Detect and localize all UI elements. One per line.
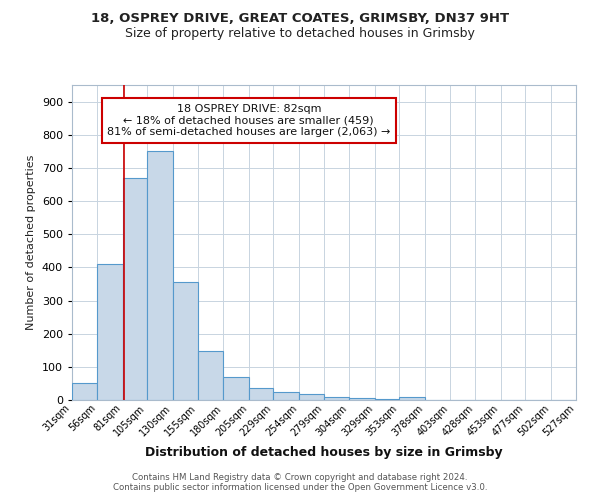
Bar	[249, 388, 273, 400]
Text: Contains HM Land Registry data © Crown copyright and database right 2024.
Contai: Contains HM Land Registry data © Crown c…	[113, 473, 487, 492]
Bar	[173, 282, 198, 400]
Bar	[198, 351, 223, 400]
Bar	[223, 377, 249, 400]
Bar	[97, 264, 123, 400]
Bar	[72, 384, 97, 400]
Bar	[375, 398, 399, 400]
Bar	[349, 398, 375, 400]
Bar	[123, 178, 147, 400]
Y-axis label: Number of detached properties: Number of detached properties	[26, 155, 36, 330]
Text: Size of property relative to detached houses in Grimsby: Size of property relative to detached ho…	[125, 28, 475, 40]
Bar	[399, 398, 425, 400]
Bar	[299, 394, 324, 400]
Bar	[147, 152, 173, 400]
X-axis label: Distribution of detached houses by size in Grimsby: Distribution of detached houses by size …	[145, 446, 503, 459]
Text: 18, OSPREY DRIVE, GREAT COATES, GRIMSBY, DN37 9HT: 18, OSPREY DRIVE, GREAT COATES, GRIMSBY,…	[91, 12, 509, 26]
Bar	[324, 396, 349, 400]
Text: 18 OSPREY DRIVE: 82sqm
← 18% of detached houses are smaller (459)
81% of semi-de: 18 OSPREY DRIVE: 82sqm ← 18% of detached…	[107, 104, 391, 137]
Bar	[273, 392, 299, 400]
